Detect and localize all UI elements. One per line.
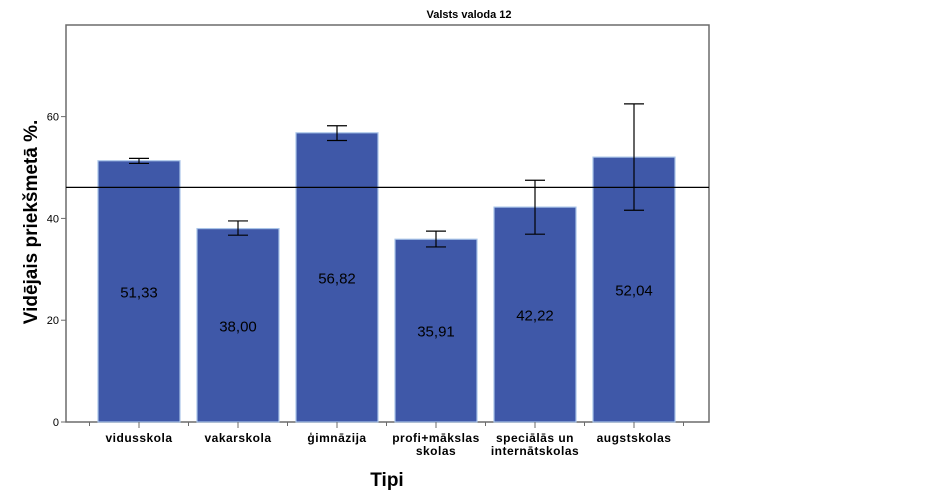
x-tick-label: vakarskola [204,431,271,445]
y-tick-label: 20 [47,315,59,327]
data-label-1: 38,00 [219,318,257,335]
x-tick-label-line: ģimnāzija [307,431,366,445]
error-bar-5 [624,103,644,211]
error-bar-2 [327,125,347,142]
x-tick-label-line: speciālās un [496,431,574,445]
x-tick-label: profi+mākslas skolas [392,431,480,458]
bar-3 [394,238,478,423]
y-axis: 0 20 40 60 [47,112,66,429]
chart-title: Valsts valoda 12 [427,9,512,21]
error-bar-3 [426,230,446,248]
x-tick-label: speciālās un internātskolas [491,431,579,458]
x-tick-label-line: profi+mākslas [392,431,480,445]
data-labels: 51,33 38,00 56,82 35,91 42,22 52,04 [120,270,653,340]
x-tick-label: augstskolas [597,431,672,445]
bar-4 [493,206,577,423]
data-label-2: 56,82 [318,270,356,287]
y-tick-label: 60 [47,112,59,124]
y-tick-label: 40 [47,213,59,225]
data-label-0: 51,33 [120,284,158,301]
error-bars [129,103,644,248]
bar-0 [97,160,181,423]
x-tick-label: ģimnāzija [307,431,366,445]
error-bar-1 [228,220,248,236]
y-axis-label: Vidējais priekšmetā %. [21,120,42,325]
data-label-3: 35,91 [417,324,455,341]
error-bar-4 [525,179,545,235]
y-tick-label: 0 [53,417,59,429]
x-tick-label: vidusskola [105,431,172,445]
bar-2 [295,132,379,423]
bars [97,132,676,423]
x-tick-label-line: augstskolas [597,431,672,445]
x-tick-label-line: internātskolas [491,444,579,458]
x-tick-label-line: skolas [416,444,456,458]
x-axis-label: Tipi [370,470,403,491]
error-bar-0 [129,157,149,165]
x-tick-label-line: vidusskola [105,431,172,445]
x-axis: vidusskola vakarskola ģimnāzija profi+māksl… [89,422,684,458]
data-label-4: 42,22 [516,308,554,325]
data-label-5: 52,04 [615,283,653,300]
x-tick-label-line: vakarskola [204,431,271,445]
